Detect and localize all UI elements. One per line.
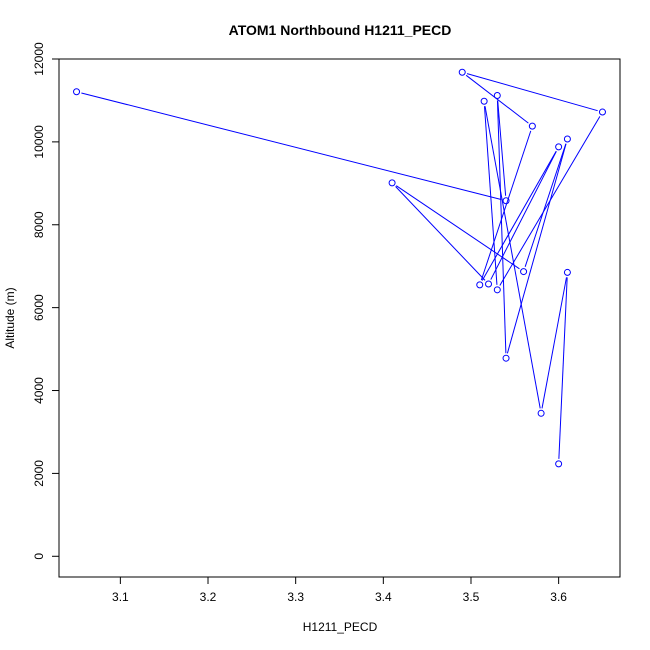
x-axis: 3.1 3.2 3.3 3.4 3.5 3.6 [112, 577, 567, 604]
y-tick-label: 0 [32, 553, 46, 560]
data-point [520, 268, 528, 276]
series-segment [465, 74, 529, 124]
data-point [555, 460, 563, 468]
data-point [480, 97, 488, 105]
series-segment [558, 277, 568, 459]
data-point [537, 409, 545, 417]
data-point [502, 354, 510, 362]
data-point [493, 286, 501, 294]
series-segment [490, 151, 557, 280]
series-segment [81, 92, 502, 200]
series-segment [506, 143, 567, 354]
y-tick-label: 12000 [32, 42, 46, 76]
y-tick-label: 4000 [32, 377, 46, 404]
y-axis: 0 2000 4000 6000 8000 10000 12000 [32, 42, 59, 560]
data-point [563, 268, 571, 276]
series-segment [481, 150, 557, 281]
data-point [493, 91, 501, 99]
x-axis-label: H1211_PECD [303, 620, 378, 634]
series-segment [395, 186, 486, 281]
series-segment [541, 277, 567, 409]
series-segment [497, 100, 507, 196]
data-point [598, 108, 606, 116]
plot-frame [58, 58, 621, 578]
chart-title: ATOM1 Northbound H1211_PECD [229, 22, 452, 38]
x-tick-label: 3.1 [112, 590, 129, 604]
y-tick-label: 6000 [32, 294, 46, 321]
x-tick-label: 3.4 [375, 590, 392, 604]
data-point [485, 280, 493, 288]
series-segment [480, 130, 532, 281]
data-point [388, 179, 396, 187]
series-segment [466, 73, 598, 112]
data-series [73, 68, 606, 468]
series-segment [496, 100, 507, 354]
x-tick-label: 3.2 [200, 590, 217, 604]
y-axis-label: Altitude (m) [3, 287, 17, 348]
x-tick-label: 3.6 [550, 590, 567, 604]
y-tick-label: 2000 [32, 460, 46, 487]
data-point [555, 143, 563, 151]
data-point [563, 135, 571, 143]
series-segment [484, 106, 541, 409]
series-segment [395, 185, 520, 270]
y-tick-label: 8000 [32, 211, 46, 238]
data-point [73, 88, 81, 96]
y-tick-label: 10000 [32, 125, 46, 159]
data-point [476, 281, 484, 289]
series-segment [483, 106, 498, 285]
x-tick-label: 3.3 [287, 590, 304, 604]
data-point [458, 68, 466, 76]
x-tick-label: 3.5 [463, 590, 480, 604]
series-segment [524, 143, 567, 267]
data-point [528, 122, 536, 130]
data-point [502, 197, 510, 205]
